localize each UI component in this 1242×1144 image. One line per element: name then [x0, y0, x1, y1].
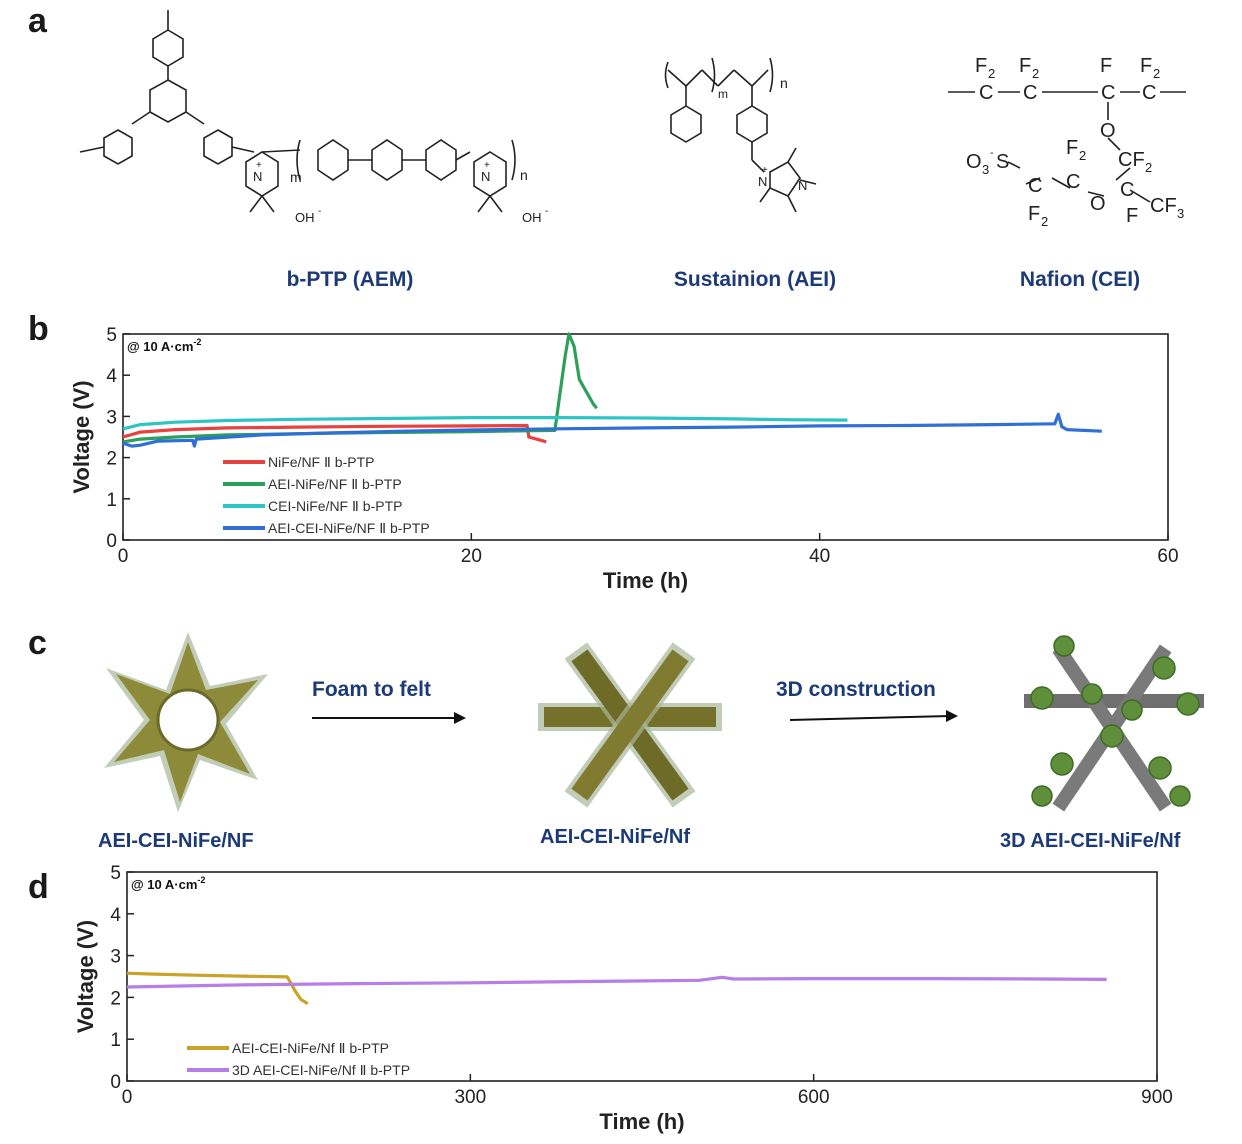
y-tick-label-d-3: 3 [110, 947, 121, 968]
arrow-label-foam-to-felt: Foam to felt [312, 678, 431, 701]
oh-minus-2: - [545, 206, 548, 217]
y-tick-label-d-2: 2 [110, 988, 121, 1009]
subscript-m: m [290, 169, 302, 185]
x-axis-title-d: Time (h) [599, 1109, 684, 1134]
nafion-sub2-5: 2 [1079, 148, 1086, 163]
plus-1: + [256, 160, 262, 171]
plus-3: + [762, 165, 768, 176]
nafion-f-5: F [1066, 137, 1078, 159]
nafion-cf3-label: CF [1150, 195, 1177, 217]
x-tick-label-d-1: 300 [454, 1087, 486, 1108]
panel-d-letter: d [28, 868, 49, 906]
nafion-sub2-1: 2 [988, 66, 995, 81]
panel-b-letter: b [28, 310, 49, 348]
nafion-f-1: F [975, 55, 987, 77]
y-tick-label-b-5: 5 [106, 325, 117, 346]
nafion-cf2-label: CF [1118, 149, 1145, 171]
n-atom-1: N [253, 169, 262, 184]
stage-label-3d: 3D AEI-CEI-NiFe/Nf [1000, 830, 1181, 852]
structure-label-sustainion: Sustainion (AEI) [673, 268, 837, 291]
subscript-n-1: n [520, 167, 528, 183]
chemical-structures: N + OH - m N + OH - n m n N + N F 2 F 2 … [79, 10, 1186, 229]
nafion-o3s-sub: 3 [982, 162, 989, 177]
nafion-f-7: F [1126, 205, 1138, 227]
y-tick-label-d-5: 5 [110, 863, 121, 884]
nafion-f-3: F [1100, 55, 1112, 77]
nafion-cf2-sub: 2 [1145, 160, 1152, 175]
legend-label-d-1: 3D AEI-CEI-NiFe/Nf Ⅱ b-PTP [232, 1062, 410, 1078]
oh-minus-1: - [318, 206, 321, 217]
nafion-s-minus: - [990, 147, 994, 159]
nafion-c-5: C [1066, 171, 1080, 193]
nafion-f-6: F [1028, 203, 1040, 225]
y-tick-label-d-0: 0 [110, 1072, 121, 1093]
x-tick-label-d-0: 0 [122, 1087, 133, 1108]
nafion-s: S [996, 151, 1009, 173]
n-atom-4: N [798, 178, 807, 193]
x-tick-label-b-0: 0 [118, 546, 129, 567]
legend-label-b-2: CEI-NiFe/NF Ⅱ b-PTP [268, 498, 402, 514]
legend-label-b-0: NiFe/NF Ⅱ b-PTP [268, 454, 374, 470]
legend-label-b-3: AEI-CEI-NiFe/NF Ⅱ b-PTP [268, 520, 430, 536]
nafion-cf3-sub: 3 [1177, 206, 1184, 221]
stage-label-felt: AEI-CEI-NiFe/Nf [540, 826, 690, 848]
condition-label-d: @ 10 A·cm-2 [131, 875, 205, 892]
n-atom-3: N [758, 174, 767, 189]
y-tick-label-b-3: 3 [106, 407, 117, 428]
nafion-c-4: C [1142, 82, 1156, 104]
nafion-f-2: F [1019, 55, 1031, 77]
y-tick-label-b-2: 2 [106, 449, 117, 470]
y-tick-label-b-4: 4 [106, 366, 117, 387]
y-tick-label-d-1: 1 [110, 1030, 121, 1051]
y-axis-title-b: Voltage (V) [69, 380, 94, 493]
nafion-c-1: C [979, 82, 993, 104]
nafion-o-1: O [1100, 120, 1116, 142]
series-line-b-1 [122, 332, 598, 444]
nafion-o3s-o: O [966, 151, 982, 173]
arrow-label-3d-construction: 3D construction [776, 678, 936, 701]
x-axis-title-b: Time (h) [603, 568, 688, 593]
plot-frame-d [126, 871, 1158, 1082]
n-atom-2: N [481, 169, 490, 184]
series-line-d-1 [126, 975, 1107, 989]
y-axis-title-d: Voltage (V) [73, 920, 98, 1033]
nafion-sub2-3: 2 [1153, 66, 1160, 81]
x-tick-label-b-2: 40 [809, 546, 830, 567]
panel-a-letter: a [28, 2, 47, 40]
series-line-b-2 [122, 416, 848, 431]
subscript-n-2: n [780, 75, 788, 91]
nafion-c-7: C [1120, 179, 1134, 201]
nafion-c-2: C [1023, 82, 1037, 104]
legend-label-d-0: AEI-CEI-NiFe/Nf Ⅱ b-PTP [232, 1040, 389, 1056]
x-tick-label-b-3: 60 [1157, 546, 1178, 567]
plus-2: + [484, 160, 490, 171]
series-line-b-0 [122, 423, 547, 444]
nafion-sub2-6: 2 [1041, 214, 1048, 229]
y-tick-label-d-4: 4 [110, 905, 121, 926]
series-line-d-0 [126, 971, 309, 1006]
nafion-f-4: F [1140, 55, 1152, 77]
nafion-c-3: C [1101, 82, 1115, 104]
x-tick-label-b-1: 20 [461, 546, 482, 567]
condition-label-b: @ 10 A·cm-2 [127, 337, 201, 354]
structure-label-nafion: Nafion (CEI) [1019, 268, 1141, 291]
oh-label-2: OH [522, 210, 542, 225]
subscript-m-2: m [718, 87, 728, 101]
series-line-b-3 [122, 412, 1102, 448]
nafion-sub2-2: 2 [1032, 66, 1039, 81]
x-tick-label-d-3: 900 [1141, 1087, 1173, 1108]
x-tick-label-d-2: 600 [798, 1087, 830, 1108]
oh-label-1: OH [295, 210, 315, 225]
structure-label-bptp: b-PTP (AEM) [286, 268, 414, 291]
nafion-c-6: C [1028, 175, 1042, 197]
legend-label-b-1: AEI-NiFe/NF Ⅱ b-PTP [268, 476, 402, 492]
panel-c-letter: c [28, 624, 47, 662]
nafion-o-2: O [1090, 193, 1106, 215]
y-tick-label-b-1: 1 [106, 490, 117, 511]
stage-label-foam: AEI-CEI-NiFe/NF [98, 830, 254, 852]
y-tick-label-b-0: 0 [106, 531, 117, 552]
